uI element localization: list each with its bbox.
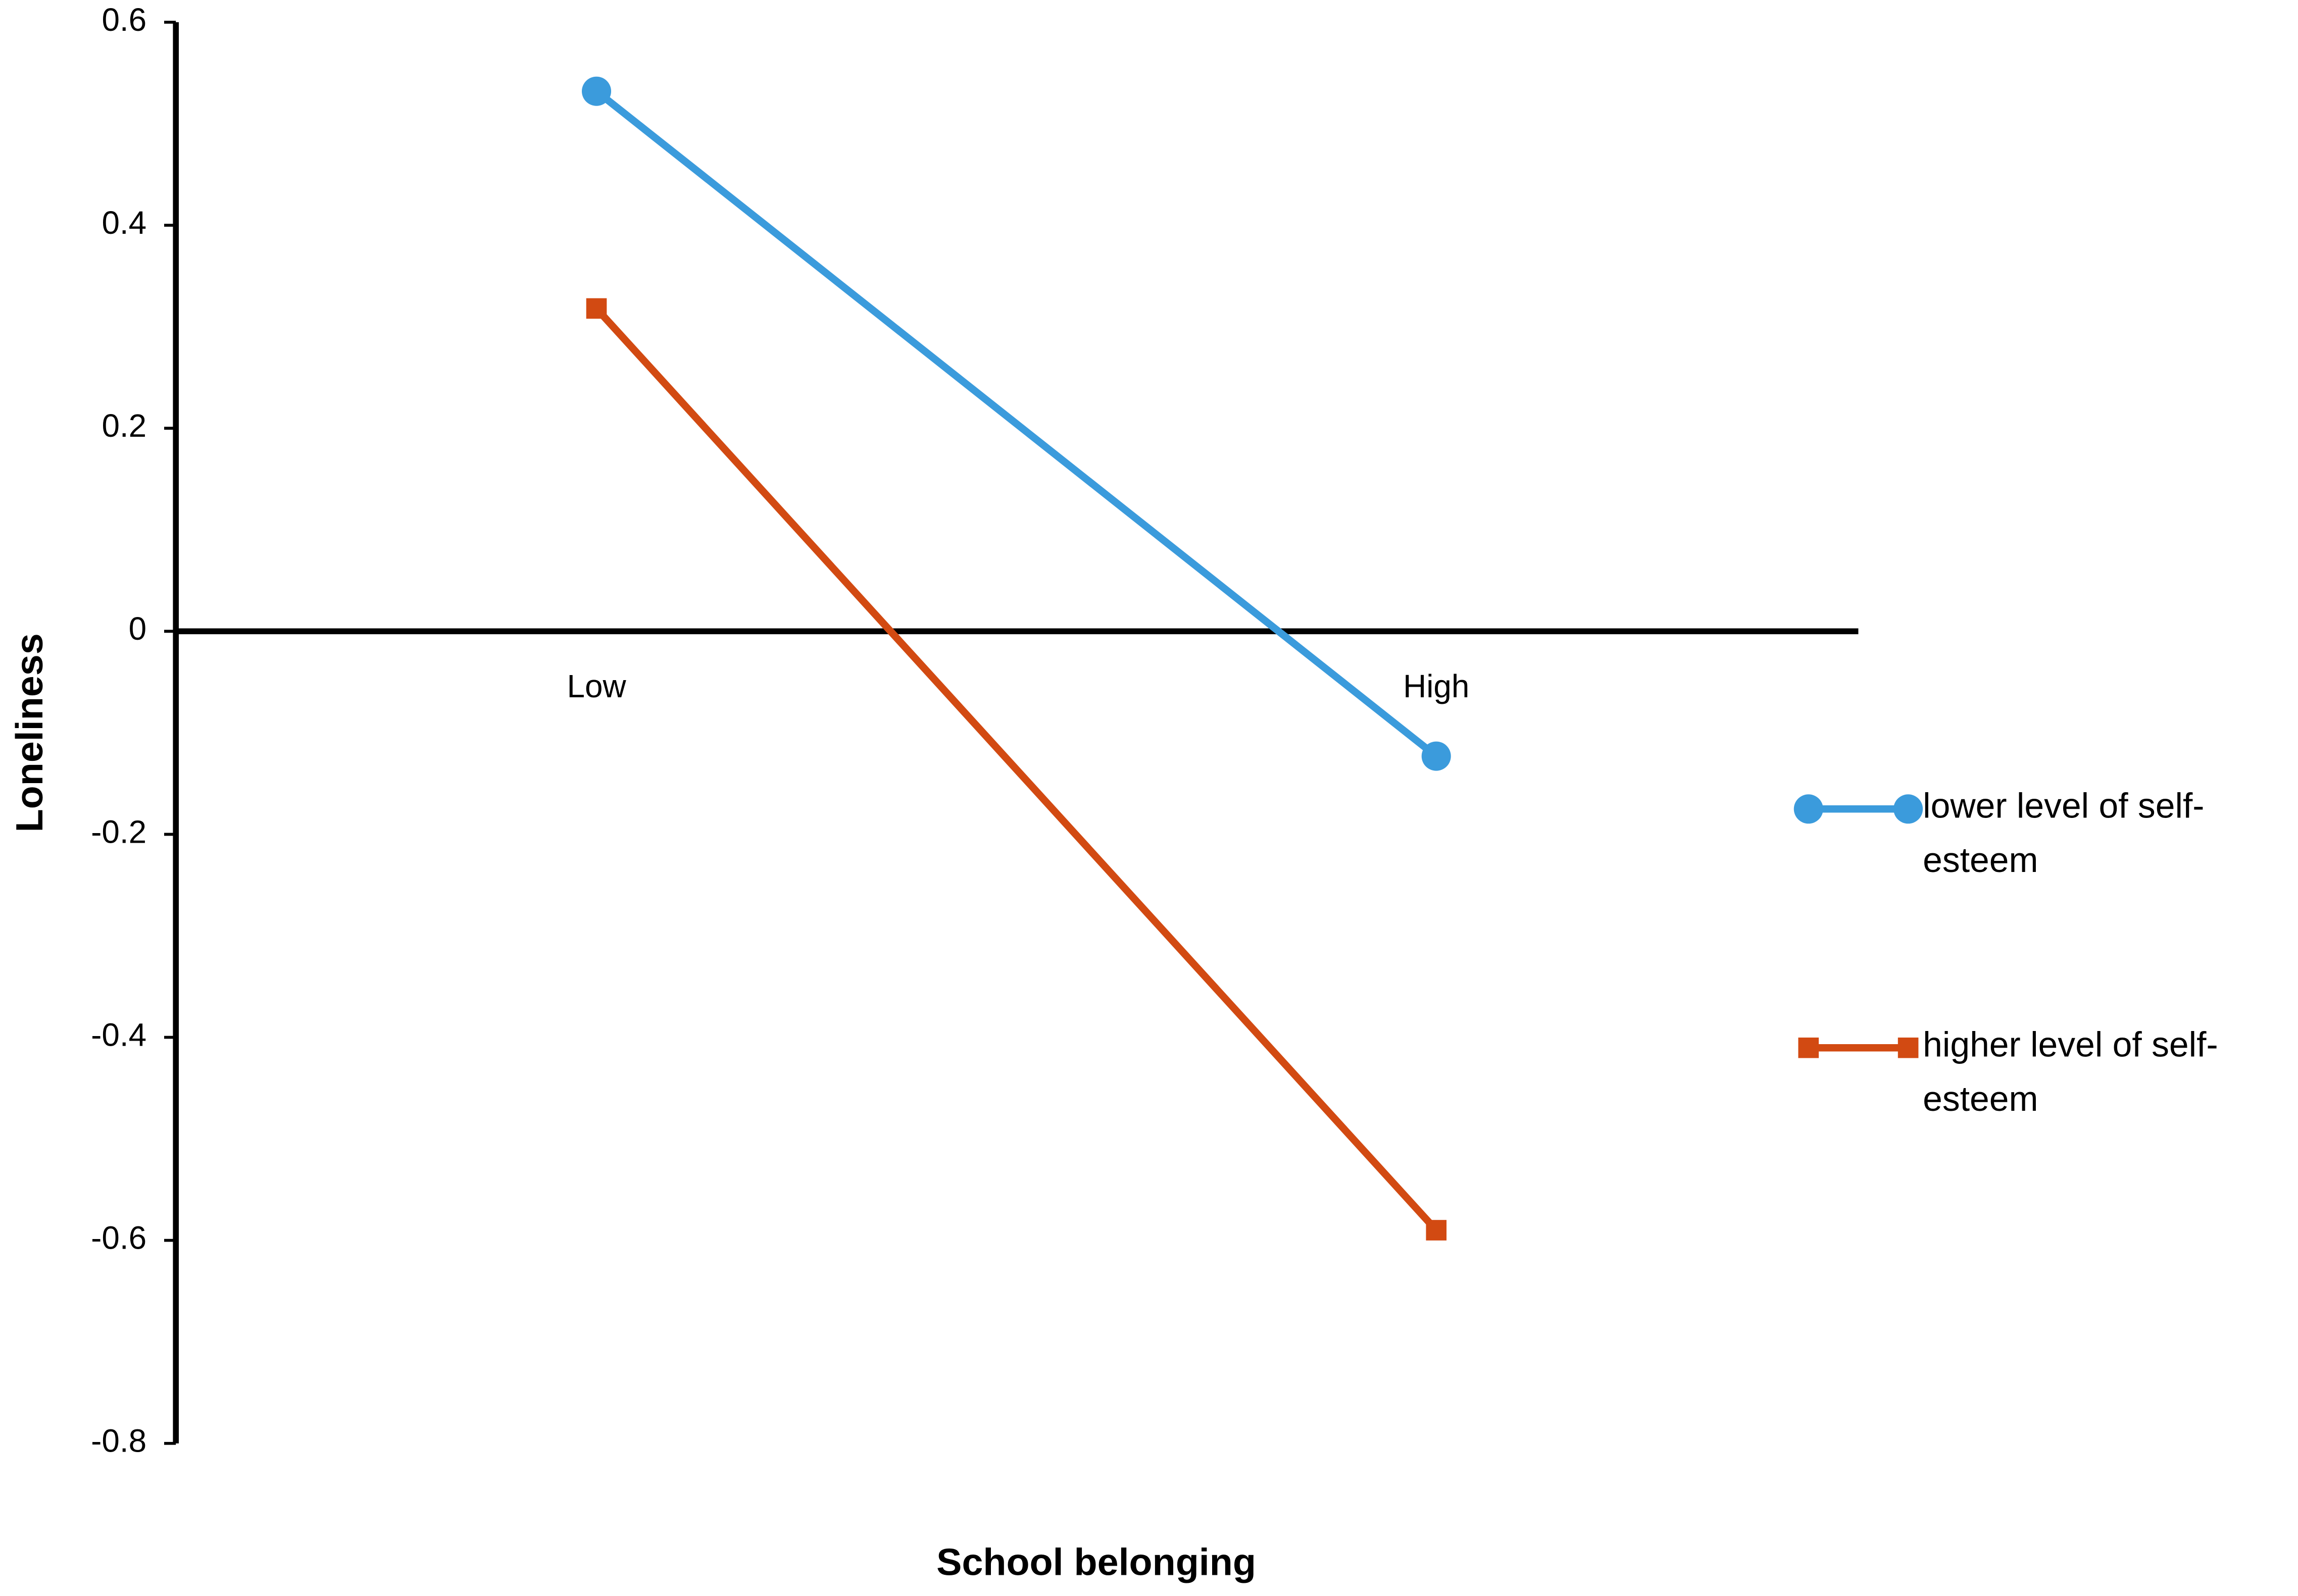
series-line <box>594 88 1439 759</box>
y-tick-label: -0.2 <box>91 813 146 850</box>
legend-entry: lower level of self-esteem <box>1923 787 2205 881</box>
series-line <box>593 306 1439 1233</box>
y-tick-label: 0 <box>129 610 147 647</box>
data-point <box>582 76 612 106</box>
legend-label: higher level of self-esteem <box>1923 1025 2218 1120</box>
data-point <box>1426 1220 1447 1241</box>
legend-marker <box>1897 1037 1919 1058</box>
data-point <box>586 298 607 319</box>
y-tick-label: 0.2 <box>102 407 146 444</box>
data-point <box>1421 741 1451 771</box>
y-tick-label: -0.8 <box>91 1423 146 1459</box>
legend-marker <box>1793 794 1823 824</box>
y-tick-label: 0.4 <box>102 204 146 241</box>
legend-label: lower level of self-esteem <box>1923 787 2205 881</box>
y-tick-label: -0.4 <box>91 1016 146 1053</box>
y-tick-label: 0.6 <box>102 2 146 38</box>
legend-marker <box>1893 794 1923 824</box>
x-axis-title: School belonging <box>936 1541 1256 1583</box>
y-tick-label: -0.6 <box>91 1219 146 1256</box>
legend-marker <box>1798 1037 1819 1058</box>
x-tick-label: High <box>1403 668 1469 704</box>
legend-entry: higher level of self-esteem <box>1923 1025 2218 1120</box>
y-axis-title: Loneliness <box>8 633 51 832</box>
x-tick-label: Low <box>567 668 626 704</box>
